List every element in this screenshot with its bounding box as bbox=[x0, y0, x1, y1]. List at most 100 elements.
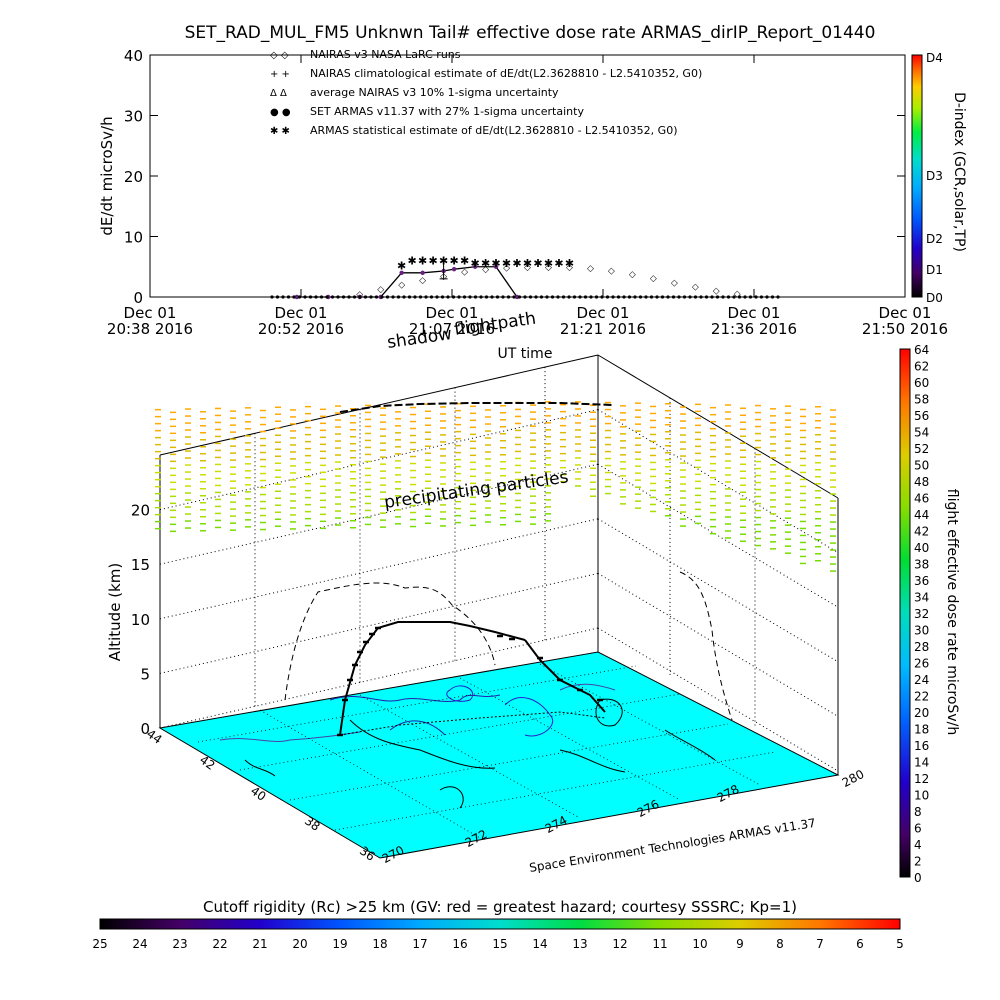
baseline-marker bbox=[710, 295, 714, 299]
baseline-marker bbox=[759, 295, 764, 299]
top-x-tick-date: Dec 01 bbox=[728, 304, 781, 322]
dose-tick-label: 8 bbox=[914, 805, 922, 819]
wall-gridline bbox=[597, 572, 839, 717]
top-y-axis-label: dE/dt microSv/h bbox=[98, 116, 116, 235]
baseline-marker bbox=[699, 295, 703, 299]
legend-symbol: + + bbox=[270, 69, 290, 80]
series-point-set-armas bbox=[493, 264, 499, 269]
baseline-marker bbox=[369, 295, 373, 299]
top-y-tick-label: 40 bbox=[124, 47, 143, 65]
baseline-marker bbox=[385, 295, 390, 299]
baseline-marker bbox=[600, 295, 604, 299]
baseline-marker bbox=[732, 295, 736, 299]
series-point-nairas: ◇ bbox=[524, 263, 531, 273]
chart-title: SET_RAD_MUL_FM5 Unknwn Tail# effective d… bbox=[185, 23, 876, 43]
baseline-marker bbox=[446, 295, 450, 299]
dose-tick-label: 58 bbox=[914, 393, 929, 407]
baseline-marker bbox=[281, 295, 285, 299]
baseline-marker bbox=[627, 295, 632, 299]
baseline-marker bbox=[462, 295, 467, 299]
baseline-marker bbox=[528, 295, 533, 299]
dose-tick-label: 50 bbox=[914, 459, 929, 473]
dose-tick-label: 0 bbox=[914, 871, 922, 885]
d-index-ticks: D0 D1 D2 D3 D4 bbox=[926, 51, 943, 305]
series-point-armas-stat: ✱ bbox=[512, 257, 521, 270]
legend-symbol: ● ● bbox=[270, 107, 291, 118]
cutoff-rigidity-panel: Cutoff rigidity (Rc) >25 km (GV: red = g… bbox=[92, 898, 903, 951]
dose-tick-label: 44 bbox=[914, 508, 929, 522]
legend-symbol: ◇ ◇ bbox=[270, 50, 289, 61]
series-point-nairas: ◇ bbox=[608, 266, 615, 276]
baseline-marker bbox=[561, 295, 566, 299]
dose-tick-label: 34 bbox=[914, 591, 929, 605]
baseline-marker bbox=[407, 295, 412, 299]
rigidity-tick-label: 23 bbox=[172, 937, 187, 951]
series-point-armas-stat: ✱ bbox=[470, 257, 479, 270]
baseline-marker bbox=[715, 295, 720, 299]
baseline-marker bbox=[391, 295, 395, 299]
wall-gridline bbox=[597, 463, 839, 608]
dose-tick-label: 18 bbox=[914, 723, 929, 737]
baseline-marker bbox=[754, 295, 758, 299]
rigidity-tick-label: 22 bbox=[212, 937, 227, 951]
dose-tick-label: 12 bbox=[914, 772, 929, 786]
wall-gridline bbox=[159, 627, 599, 729]
baseline-marker bbox=[583, 295, 588, 299]
baseline-marker bbox=[402, 295, 406, 299]
dose-tick-label: 54 bbox=[914, 426, 929, 440]
series-point-nairas: ◇ bbox=[587, 264, 594, 274]
baseline-marker bbox=[275, 295, 280, 299]
flight-shadow bbox=[284, 571, 733, 721]
baseline-marker bbox=[435, 295, 439, 299]
dose-tick-label: 52 bbox=[914, 442, 929, 456]
series-point-nairas: ◇ bbox=[377, 285, 384, 295]
baseline-marker bbox=[358, 295, 362, 299]
series-point-set-armas bbox=[399, 270, 404, 275]
rigidity-tick-label: 9 bbox=[736, 937, 744, 951]
baseline-marker bbox=[660, 295, 665, 299]
baseline-marker bbox=[638, 295, 643, 299]
baseline-marker bbox=[292, 295, 296, 299]
baseline-marker bbox=[418, 295, 423, 299]
baseline-marker bbox=[512, 295, 516, 299]
dose-tick-label: 64 bbox=[914, 343, 929, 357]
d-index-tick-label: D0 bbox=[926, 291, 943, 305]
dose-tick-label: 56 bbox=[914, 409, 929, 423]
d-index-colorbar bbox=[911, 54, 923, 298]
altitude-axis-label: Altitude (km) bbox=[106, 563, 124, 661]
baseline-marker bbox=[666, 295, 670, 299]
wall-grid-lines bbox=[159, 367, 839, 772]
wall-gridline bbox=[159, 518, 599, 620]
baseline-marker bbox=[506, 295, 511, 299]
series-point-nairas: ◇ bbox=[650, 274, 657, 284]
dose-tick-label: 6 bbox=[914, 822, 922, 836]
top-x-axis-label: UT time bbox=[498, 346, 553, 362]
legend-entry: NAIRAS climatological estimate of dE/dt(… bbox=[310, 67, 702, 80]
dose-tick-label: 42 bbox=[914, 525, 929, 539]
d-index-tick-label: D2 bbox=[926, 232, 943, 246]
baseline-marker bbox=[286, 295, 291, 299]
baseline-marker bbox=[545, 295, 549, 299]
dose-tick-label: 10 bbox=[914, 789, 929, 803]
baseline-marker bbox=[479, 295, 483, 299]
top-series-layer: ◇◇◇◇◇◇◇◇◇◇◇◇◇◇◇◇◇◇◇✱✱✱✱✱✱✱✱✱✱✱✱✱✱✱✱✱ bbox=[294, 255, 741, 300]
dose-tick-label: 46 bbox=[914, 492, 929, 506]
baseline-marker bbox=[572, 295, 577, 299]
dose-tick-label: 38 bbox=[914, 558, 929, 572]
dose-tick-label: 16 bbox=[914, 739, 929, 753]
series-point-nairas: ◇ bbox=[503, 263, 510, 273]
baseline-marker bbox=[484, 295, 489, 299]
d-index-tick-label: D4 bbox=[926, 51, 943, 65]
series-point-nairas: ◇ bbox=[482, 265, 489, 275]
baseline-marker bbox=[440, 295, 445, 299]
top-x-tick-date: Dec 01 bbox=[275, 304, 328, 322]
altitude-tick-label: 5 bbox=[140, 665, 150, 683]
top-x-tick-time: 21:50 2016 bbox=[862, 320, 948, 338]
map-gridlines bbox=[197, 663, 776, 839]
baseline-marker bbox=[270, 295, 274, 299]
d-index-tick-label: D1 bbox=[926, 263, 943, 277]
baseline-marker bbox=[539, 295, 544, 299]
legend-entry: SET ARMAS v11.37 with 27% 1-sigma uncert… bbox=[310, 105, 584, 118]
baseline-marker bbox=[611, 295, 615, 299]
